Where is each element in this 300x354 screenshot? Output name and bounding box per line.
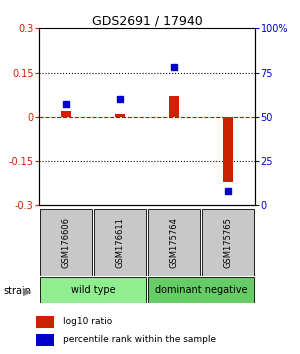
Text: GSM176606: GSM176606 [61, 217, 70, 268]
Bar [169, 96, 179, 117]
Bar [94, 209, 146, 276]
Bar [40, 277, 146, 303]
Text: GSM175765: GSM175765 [224, 217, 232, 268]
Text: ▶: ▶ [22, 287, 31, 297]
Bar [223, 117, 233, 182]
Text: GSM176611: GSM176611 [116, 217, 124, 268]
Bar [202, 209, 254, 276]
Bar [148, 277, 254, 303]
Text: GSM175764: GSM175764 [169, 217, 178, 268]
Text: log10 ratio: log10 ratio [63, 317, 112, 326]
Text: dominant negative: dominant negative [155, 285, 247, 295]
Bar [40, 209, 92, 276]
Bar [148, 209, 200, 276]
Bar [36, 316, 54, 328]
Bar [61, 111, 71, 117]
Text: wild type: wild type [71, 285, 115, 295]
Title: GDS2691 / 17940: GDS2691 / 17940 [92, 14, 202, 27]
Bar [115, 114, 125, 117]
Text: percentile rank within the sample: percentile rank within the sample [63, 335, 216, 344]
Text: strain: strain [3, 286, 31, 296]
Bar [36, 333, 54, 346]
